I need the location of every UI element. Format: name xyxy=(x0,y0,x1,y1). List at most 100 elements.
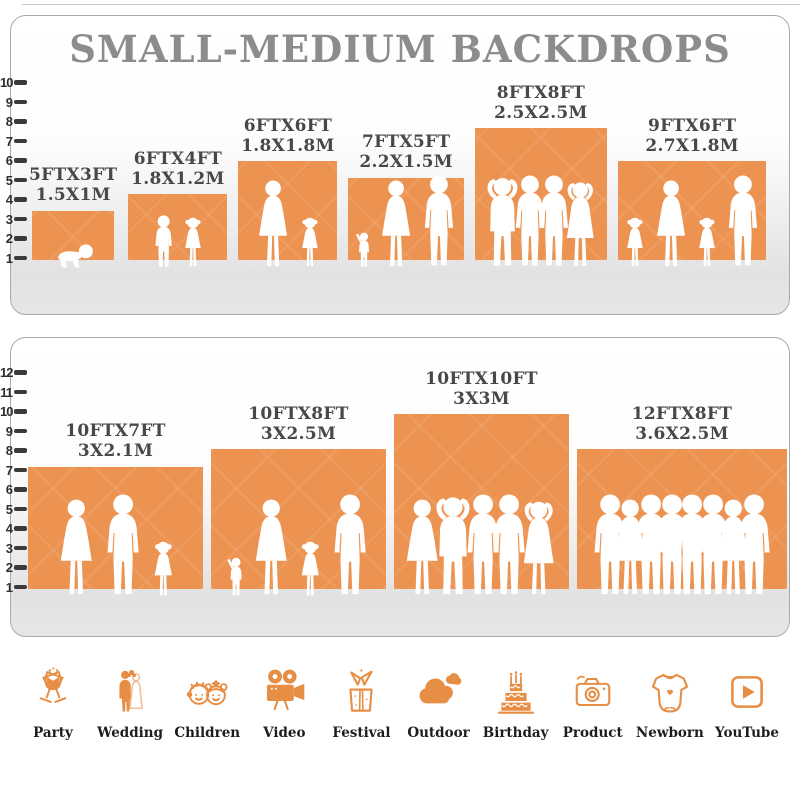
size-feet: 6FTX4FT xyxy=(133,148,223,169)
category-label: Newborn xyxy=(635,725,704,741)
size-meters: 1.8X1.8M xyxy=(241,135,335,156)
backdrop-10ftx10ft: 10FTX10FT 3X3M xyxy=(394,369,569,589)
girl-silhouette xyxy=(622,217,648,269)
ruler-tick: 11 xyxy=(0,384,27,400)
ruler-tick: 1 xyxy=(0,250,27,266)
backdrop-stage: 5FTX3FT 1.5X1M 6FTX4FT 1.8X1.2M 6FTX6FT 1.8X1… xyxy=(29,83,767,260)
category-label: Party xyxy=(33,725,73,741)
people-silhouettes xyxy=(32,243,115,269)
birthday-icon xyxy=(490,666,542,718)
ruler-tick-mark xyxy=(14,448,27,453)
party-icon xyxy=(27,666,79,718)
category-label: Outdoor xyxy=(407,725,470,741)
panel-small-medium-top: SMALL-MEDIUM BACKDROPS 1 2 3 4 5 6 7 8 9 10 5FTX3F… xyxy=(0,15,790,315)
backdrop-size-label: 5FTX3FT 1.5X1M xyxy=(29,165,117,205)
backdrop-rect xyxy=(348,178,464,261)
category-birthday: Birthday xyxy=(479,666,553,741)
ruler-tick: 2 xyxy=(0,561,27,574)
ruler-tick-label: 5 xyxy=(5,172,13,188)
backdrop-rect xyxy=(394,414,569,589)
ruler-tick-label: 1 xyxy=(5,579,13,595)
ruler-tick-label: 6 xyxy=(5,153,13,168)
size-meters: 2.2X1.5M xyxy=(359,152,453,173)
ruler-tick-mark xyxy=(14,177,27,183)
category-label: Festival xyxy=(332,725,391,741)
category-wedding: Wedding xyxy=(93,666,167,741)
ruler-tick-label: 4 xyxy=(5,521,13,536)
category-newborn: Newborn xyxy=(633,666,707,741)
ruler-tick-mark xyxy=(14,216,27,222)
boy-silhouette xyxy=(150,215,177,270)
backdrop-size-label: 6FTX4FT 1.8X1.2M xyxy=(131,149,225,189)
ruler-tick-label: 3 xyxy=(5,211,13,227)
category-youtube: YouTube xyxy=(710,666,784,741)
size-feet: 10FTX10FT xyxy=(425,368,538,389)
ruler-tick: 5 xyxy=(0,503,27,516)
backdrop-6ftx4ft: 6FTX4FT 1.8X1.2M xyxy=(128,149,228,260)
youtube-icon xyxy=(721,666,773,718)
size-feet: 10FTX7FT xyxy=(65,421,166,442)
backdrop-size-label: 10FTX10FT 3X3M xyxy=(425,369,538,409)
festival-icon xyxy=(335,666,387,718)
backdrop-12ftx8ft: 12FTX8FT 3.6X2.5M xyxy=(577,404,787,589)
ruler-tick-mark xyxy=(14,526,27,531)
size-feet: 5FTX3FT xyxy=(29,165,118,186)
size-feet: 10FTX8FT xyxy=(248,403,349,424)
backdrop-6ftx6ft: 6FTX6FT 1.8X1.8M xyxy=(238,116,338,260)
ruler-tick-label: 11 xyxy=(0,384,13,400)
people-silhouettes xyxy=(238,180,337,269)
ruler-tick: 12 xyxy=(0,365,27,380)
girl-silhouette xyxy=(180,217,206,269)
ruler-tick: 3 xyxy=(0,542,27,555)
children-icon xyxy=(181,666,233,718)
ruler-tick-label: 9 xyxy=(5,94,13,110)
people-silhouettes xyxy=(618,175,767,269)
size-feet: 8FTX8FT xyxy=(496,82,586,103)
size-meters: 3X3M xyxy=(453,388,510,409)
ruler-tick: 7 xyxy=(0,133,27,149)
ruler-tick: 10 xyxy=(0,76,27,89)
ruler-tick-mark xyxy=(14,467,27,473)
ruler-tick: 4 xyxy=(0,521,27,536)
backdrop-7ftx5ft: 7FTX5FT 2.2X1.5M xyxy=(348,132,464,260)
backdrop-size-label: 8FTX8FT 2.5X2.5M xyxy=(494,83,588,123)
ruler-tick: 10 xyxy=(0,404,27,419)
man-silhouette xyxy=(101,494,145,598)
category-video: Video xyxy=(247,666,321,741)
product-icon xyxy=(567,666,619,718)
man-silhouette xyxy=(328,494,372,598)
man-silhouette xyxy=(723,175,763,269)
backdrop-size-label: 10FTX8FT 3X2.5M xyxy=(248,404,349,444)
ruler-tick-label: 12 xyxy=(0,365,13,380)
ruler-tick-mark xyxy=(14,545,27,551)
ruler-tick-label: 10 xyxy=(0,404,13,419)
backdrop-rect xyxy=(31,210,115,261)
girl-silhouette xyxy=(296,541,325,598)
category-product: Product xyxy=(556,666,630,741)
ruler-tick: 9 xyxy=(0,425,27,438)
ruler-tick-mark xyxy=(14,197,27,202)
woman-armsup-silhouette xyxy=(558,180,603,269)
woman-silhouette xyxy=(253,180,293,269)
ruler-tick-mark xyxy=(14,99,27,105)
ruler-tick-mark xyxy=(14,138,27,144)
size-feet: 12FTX8FT xyxy=(631,403,733,424)
ruler-tick-mark xyxy=(14,80,27,85)
panel-small-medium-bottom: 1 2 3 4 5 6 7 8 9 10 11 12 10FTX7FT 3X2.1M 10FTX8FT 3X2… xyxy=(0,337,790,637)
people-silhouettes xyxy=(394,494,569,598)
ruler-tick-mark xyxy=(14,370,27,375)
backdrop-5ftx3ft: 5FTX3FT 1.5X1M xyxy=(29,165,117,260)
ruler-tick-mark xyxy=(14,389,27,395)
category-label: Birthday xyxy=(482,725,549,741)
outdoor-icon xyxy=(413,666,465,718)
baby-silhouette xyxy=(53,243,93,269)
ruler-tick: 5 xyxy=(0,172,27,188)
toddler-silhouette xyxy=(354,231,373,269)
ruler-tick-label: 1 xyxy=(5,250,13,266)
ruler-tick: 9 xyxy=(0,94,27,110)
size-meters: 3X2.1M xyxy=(77,441,154,462)
size-meters: 2.5X2.5M xyxy=(494,102,588,123)
ruler-tick-mark xyxy=(14,565,27,570)
ruler-tick-label: 7 xyxy=(5,133,13,149)
ruler-tick-mark xyxy=(14,584,27,590)
